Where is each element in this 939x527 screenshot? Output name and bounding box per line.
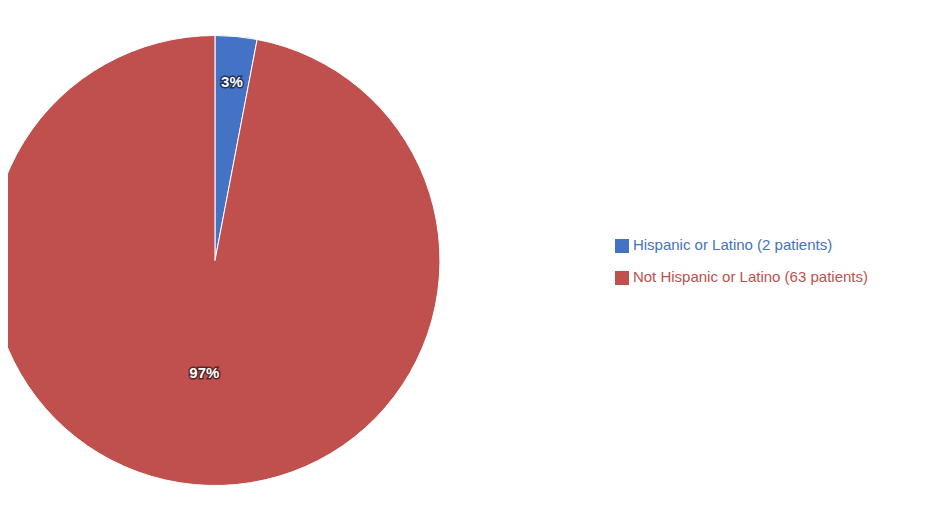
html-text:Not Hispanic or Latino (63 pat: Not Hispanic or Latino (63 patients): [632, 267, 868, 285]
svg-text:3%: 3%: [221, 73, 243, 90]
html-text:Hispanic or Latino (2 patients: Hispanic or Latino (2 patients): [632, 235, 833, 253]
svg-text:97%: 97%: [189, 364, 219, 381]
